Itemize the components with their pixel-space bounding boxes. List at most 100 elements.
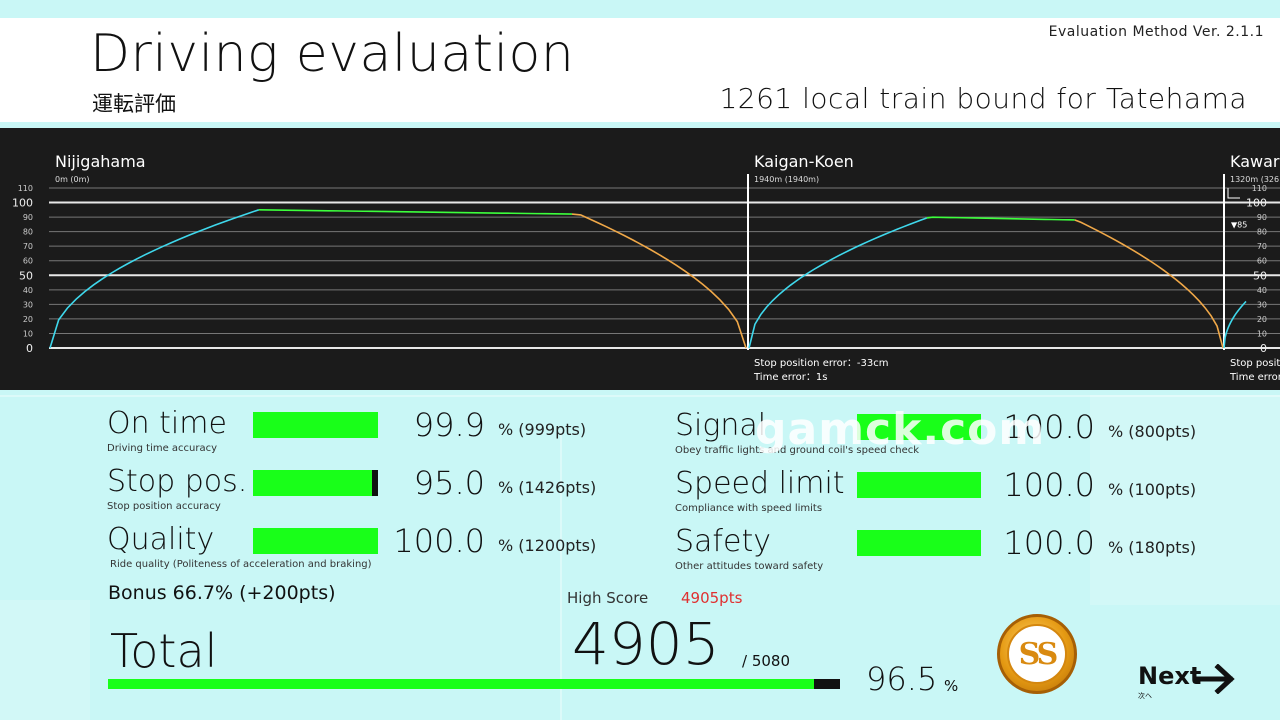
score-subtitle: Compliance with speed limits — [675, 503, 823, 514]
speed-profile-line — [1223, 300, 1247, 349]
y-tick-label: 30 — [1257, 300, 1267, 309]
speed-limit-bracket — [1227, 188, 1240, 199]
score-percent: 100.0 — [1003, 524, 1095, 562]
score-points: % (180pts) — [1108, 538, 1197, 557]
rank-text: SS — [1007, 624, 1067, 684]
station-distance: 1320m (326 — [1230, 175, 1279, 184]
y-tick-label: 30 — [23, 300, 33, 309]
arrow-right-icon — [1196, 664, 1235, 694]
score-points: % (999pts) — [498, 420, 587, 439]
y-tick-label: 10 — [1257, 329, 1267, 338]
score-title: Safety — [675, 524, 771, 559]
score-title: Stop pos. — [107, 464, 248, 499]
total-percent: 96.5 — [866, 660, 938, 698]
header: Driving evaluation 運転評価 Evaluation Metho… — [0, 18, 1280, 122]
score-points: % (800pts) — [1108, 422, 1197, 441]
speed-profile-line — [748, 217, 928, 349]
speed-profile-line — [258, 209, 573, 215]
next-button-label: Next — [1138, 662, 1202, 690]
speed-profile-line — [926, 216, 1075, 221]
y-tick-label: 60 — [1257, 257, 1267, 266]
y-tick-label: 10 — [23, 329, 33, 338]
score-bar — [253, 528, 378, 554]
total-score: 4905 — [572, 610, 720, 678]
total-progress-bar — [108, 679, 840, 689]
y-tick-label: 50 — [19, 269, 33, 282]
score-subtitle: Ride quality (Politeness of acceleration… — [110, 559, 372, 570]
watermark: gamck.com — [755, 404, 1046, 455]
y-tick-label: 100 — [1246, 197, 1267, 210]
speed-chart-panel: 0 50 100 10 20 30 40 60 70 80 90 110 0 50 100 10 20 30 40 6… — [0, 128, 1280, 390]
y-tick-label: 70 — [23, 242, 33, 251]
y-tick-label: 20 — [1257, 315, 1267, 324]
station-distance: 0m (0m) — [55, 175, 90, 184]
y-tick-label: 20 — [23, 315, 33, 324]
speed-profile-line — [49, 209, 260, 349]
y-tick-label: 0 — [1260, 342, 1267, 355]
score-title: Speed limit — [675, 466, 845, 501]
score-bar — [857, 530, 981, 556]
score-title: Signal — [675, 408, 767, 443]
score-percent: 100.0 — [1003, 466, 1095, 504]
score-bar-fill — [857, 530, 981, 556]
total-progress-fill — [108, 679, 815, 689]
next-button-sublabel: 次へ — [1138, 692, 1152, 700]
next-button[interactable]: Next 次へ — [1136, 662, 1240, 706]
stop-position-error: Stop positi — [1230, 358, 1280, 369]
high-score-label: High Score — [567, 589, 649, 607]
evaluation-method-version: Evaluation Method Ver. 2.1.1 — [1048, 24, 1264, 40]
speed-chart: 0 50 100 10 20 30 40 60 70 80 90 110 0 50 100 10 20 30 40 6… — [12, 152, 1280, 383]
y-tick-label: 110 — [18, 184, 33, 193]
y-tick-label: 70 — [1257, 242, 1267, 251]
page-title: Driving evaluation — [90, 24, 575, 84]
score-subtitle: Driving time accuracy — [107, 443, 218, 454]
y-tick-label: 0 — [26, 342, 33, 355]
score-bar-fill — [857, 472, 981, 498]
score-bar — [253, 412, 378, 438]
y-tick-label: 110 — [1252, 184, 1267, 193]
score-bar-fill — [253, 470, 372, 496]
y-tick-label: 50 — [1253, 269, 1267, 282]
y-tick-label: 40 — [23, 286, 33, 295]
rank-badge: SS — [997, 614, 1077, 694]
total-percent-sign: % — [944, 677, 959, 695]
y-tick-label: 40 — [1257, 286, 1267, 295]
station-distance: 1940m (1940m) — [754, 175, 819, 184]
y-tick-label: 90 — [23, 213, 33, 222]
speed-profile-line — [571, 213, 747, 349]
score-subtitle: Obey traffic lights and ground coil's sp… — [675, 445, 920, 456]
score-bar-fill — [857, 414, 981, 440]
score-title: On time — [107, 406, 227, 441]
station-name: Nijigahama — [55, 152, 146, 171]
train-name: 1261 local train bound for Tatehama — [719, 82, 1247, 115]
score-bar-fill — [253, 528, 378, 554]
station-name: Kawar — [1230, 152, 1280, 171]
speed-limit-marker: ▼85 — [1231, 220, 1247, 229]
score-bar-fill — [253, 412, 378, 438]
score-percent: 100.0 — [1003, 408, 1095, 446]
y-tick-label: 80 — [23, 228, 33, 237]
y-tick-label: 80 — [1257, 228, 1267, 237]
score-bar — [857, 414, 981, 440]
stop-position-error: Stop position error：-33cm — [754, 358, 888, 369]
score-points: % (100pts) — [1108, 480, 1197, 499]
score-points: % (1426pts) — [498, 478, 597, 497]
total-max: / 5080 — [742, 652, 790, 670]
y-tick-label: 100 — [12, 197, 33, 210]
score-percent: 100.0 — [393, 522, 485, 560]
high-score-value: 4905pts — [681, 589, 743, 607]
score-bar — [857, 472, 981, 498]
page-subtitle-jp: 運転評価 — [92, 92, 176, 116]
score-subtitle: Other attitudes toward safety — [675, 561, 824, 572]
score-percent: 99.9 — [413, 406, 485, 444]
score-bar — [253, 470, 378, 496]
time-error: Time error — [1229, 372, 1280, 383]
y-tick-label: 90 — [1257, 213, 1267, 222]
score-title: Quality — [107, 522, 215, 557]
score-points: % (1200pts) — [498, 536, 597, 555]
y-tick-label: 60 — [23, 257, 33, 266]
score-subtitle: Stop position accuracy — [107, 501, 221, 512]
score-percent: 95.0 — [413, 464, 485, 502]
time-error: Time error：1s — [753, 372, 827, 383]
